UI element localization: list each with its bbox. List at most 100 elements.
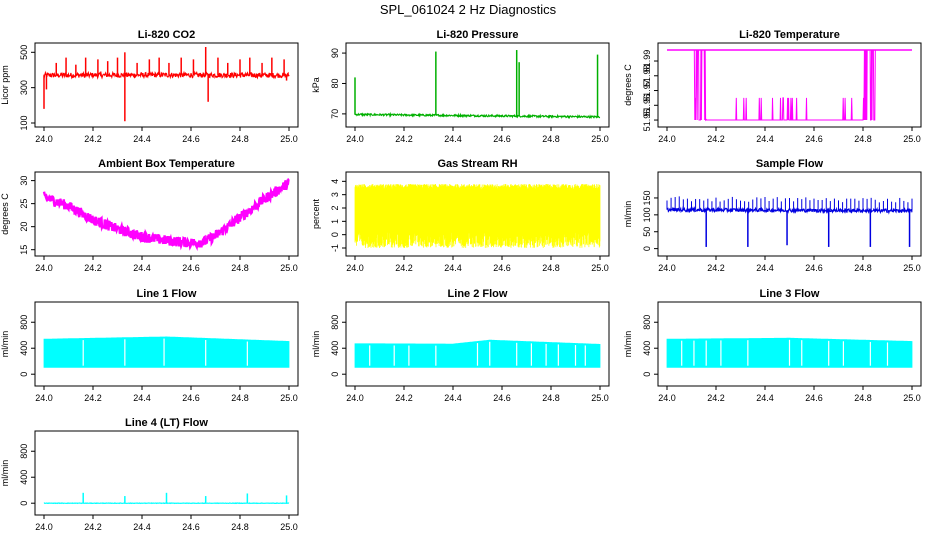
- y-tick-label: 0: [19, 501, 29, 506]
- plot-frame: [34, 171, 299, 257]
- y-tick-label: 80: [330, 78, 340, 88]
- x-tick-label: 24.0: [346, 393, 364, 403]
- x-tick-label: 24.0: [35, 263, 53, 273]
- y-tick-label: 500: [19, 45, 29, 60]
- plot-frame: [345, 42, 610, 128]
- x-tick-label: 24.4: [756, 393, 774, 403]
- y-tick-label: 0: [642, 246, 652, 251]
- x-tick-label: 24.0: [658, 263, 676, 273]
- plot-frame: [34, 42, 299, 128]
- x-tick-label: 24.6: [493, 393, 511, 403]
- y-tick-label: 51.96: [642, 94, 652, 117]
- x-tick-label: 24.2: [395, 393, 413, 403]
- y-tick-label: 800: [19, 444, 29, 459]
- x-tick-label: 24.4: [133, 263, 151, 273]
- x-tick-label: 24.8: [542, 263, 560, 273]
- plot-frame: [657, 301, 922, 387]
- y-axis-label: Licor ppm: [0, 65, 10, 105]
- plot-frame: [657, 42, 922, 128]
- y-tick-label: 51.95: [642, 109, 652, 132]
- x-tick-label: 25.0: [280, 263, 298, 273]
- y-axis-label: degrees C: [623, 64, 633, 106]
- y-tick-label: 0: [642, 372, 652, 377]
- x-tick-label: 24.4: [133, 393, 151, 403]
- y-tick-label: 100: [19, 115, 29, 130]
- y-tick-label: 0: [330, 372, 340, 377]
- x-tick-label: 24.2: [84, 522, 102, 532]
- series-line: [667, 49, 912, 122]
- chart-title: Gas Stream RH: [437, 158, 517, 170]
- x-tick-label: 24.6: [493, 134, 511, 144]
- chart-panel: Line 1 Flow ml/min 24.0 24.2 24.4 24.6 24.8 25.…: [0, 288, 299, 403]
- chart-title: Sample Flow: [756, 158, 824, 170]
- y-tick-label: 20: [19, 222, 29, 232]
- plot-frame: [345, 301, 610, 387]
- x-tick-label: 24.4: [133, 522, 151, 532]
- y-tick-label: 4: [330, 179, 340, 184]
- series-line: [43, 70, 290, 80]
- plot-frame: [345, 171, 610, 257]
- y-tick-label: 90: [330, 48, 340, 58]
- y-tick-label: 400: [19, 470, 29, 485]
- x-tick-label: 25.0: [280, 393, 298, 403]
- plot-frame: [34, 301, 299, 387]
- chart-panel: Li-820 CO2 Licor ppm 24.0 24.2 24.4 24.6 24.8 2…: [0, 29, 299, 144]
- y-tick-label: 0: [19, 372, 29, 377]
- y-tick-label: 25: [19, 199, 29, 209]
- series-band: [43, 336, 290, 368]
- x-tick-label: 24.4: [444, 393, 462, 403]
- y-axis-label: percent: [311, 198, 321, 229]
- plot-frame: [34, 430, 299, 516]
- x-tick-label: 24.6: [182, 263, 200, 273]
- y-tick-label: 50: [642, 227, 652, 237]
- y-axis-label: degrees C: [0, 193, 10, 235]
- x-tick-label: 24.8: [231, 522, 249, 532]
- y-tick-label: 100: [642, 207, 652, 222]
- x-tick-label: 24.2: [84, 393, 102, 403]
- x-tick-label: 24.0: [346, 134, 364, 144]
- x-tick-label: 24.8: [542, 393, 560, 403]
- y-tick-label: 1: [330, 219, 340, 224]
- chart-panel: Line 4 (LT) Flow ml/min 24.0 24.2 24.4 24.6 24…: [0, 417, 299, 532]
- y-axis-label: ml/min: [311, 331, 321, 358]
- chart-panel: Gas Stream RH percent 24.0 24.2 24.4 24.6 24.8…: [311, 158, 610, 273]
- chart-title: Line 4 (LT) Flow: [125, 417, 208, 429]
- series-band: [354, 184, 601, 248]
- x-tick-label: 24.2: [707, 134, 725, 144]
- chart-title: Li-820 Temperature: [739, 29, 840, 41]
- x-tick-label: 24.6: [805, 134, 823, 144]
- x-tick-label: 24.8: [231, 134, 249, 144]
- x-tick-label: 24.2: [707, 263, 725, 273]
- x-tick-label: 24.6: [182, 522, 200, 532]
- chart-title: Ambient Box Temperature: [98, 158, 235, 170]
- x-tick-label: 25.0: [903, 134, 921, 144]
- x-tick-label: 24.0: [35, 393, 53, 403]
- chart-panel: Line 3 Flow ml/min 24.0 24.2 24.4 24.6 24.8 25.…: [623, 288, 922, 403]
- x-tick-label: 24.0: [35, 522, 53, 532]
- y-tick-label: 30: [19, 176, 29, 186]
- x-tick-label: 24.8: [854, 134, 872, 144]
- x-tick-label: 24.4: [444, 263, 462, 273]
- x-tick-label: 24.6: [493, 263, 511, 273]
- y-tick-label: 70: [330, 109, 340, 119]
- x-tick-label: 24.2: [84, 263, 102, 273]
- y-tick-label: 150: [642, 190, 652, 205]
- x-tick-label: 24.0: [658, 393, 676, 403]
- y-tick-label: 15: [19, 245, 29, 255]
- x-tick-label: 24.0: [35, 134, 53, 144]
- y-tick-label: 2: [330, 205, 340, 210]
- x-tick-label: 24.8: [854, 393, 872, 403]
- x-tick-label: 24.6: [182, 393, 200, 403]
- x-tick-label: 25.0: [280, 134, 298, 144]
- y-tick-label: 800: [19, 315, 29, 330]
- x-tick-label: 25.0: [591, 393, 609, 403]
- x-tick-label: 24.2: [707, 393, 725, 403]
- x-tick-label: 25.0: [591, 263, 609, 273]
- x-tick-label: 24.2: [395, 134, 413, 144]
- y-axis-label: ml/min: [0, 460, 10, 487]
- y-tick-label: 800: [330, 315, 340, 330]
- chart-panel: Ambient Box Temperature degrees C 24.0 24.2…: [0, 158, 299, 273]
- x-tick-label: 24.6: [182, 134, 200, 144]
- x-tick-label: 24.4: [756, 263, 774, 273]
